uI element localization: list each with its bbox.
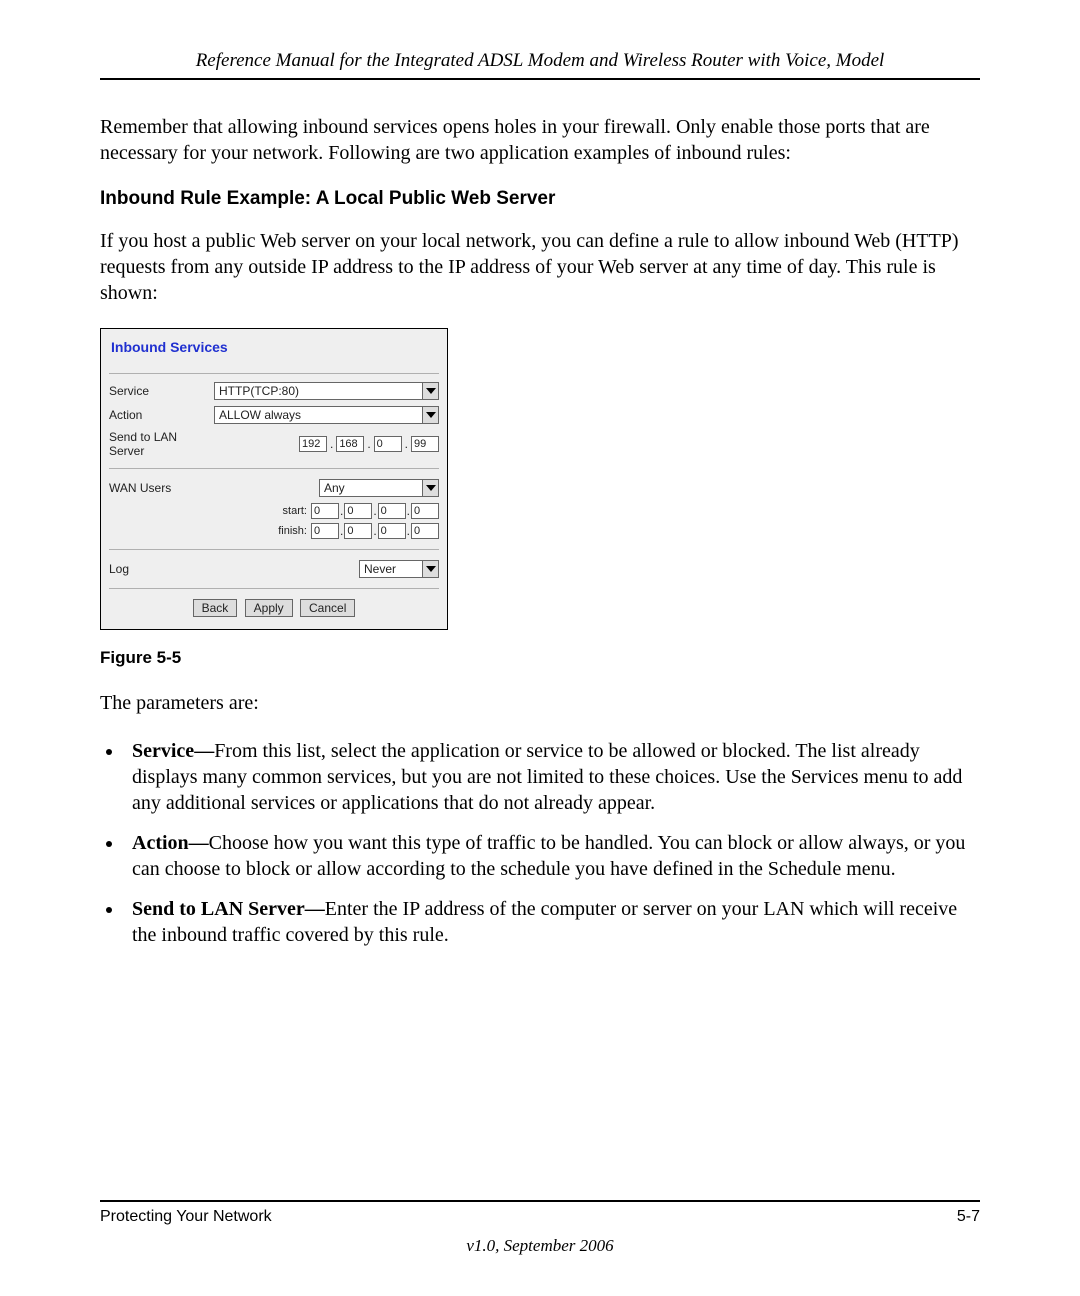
start-ip-octet[interactable]: 0 [378, 503, 406, 519]
figure-caption: Figure 5-5 [100, 648, 980, 668]
separator [109, 549, 439, 550]
finish-ip-octet[interactable]: 0 [411, 523, 439, 539]
page: Reference Manual for the Integrated ADSL… [0, 0, 1080, 1296]
start-label: start: [283, 505, 307, 517]
dot: . [329, 437, 334, 451]
send-to-lan-label: Send to LAN Server [109, 430, 214, 458]
term-service: Service— [132, 740, 214, 762]
chevron-down-icon[interactable] [423, 406, 439, 424]
start-ip-octet[interactable]: 0 [311, 503, 339, 519]
start-ip-octet[interactable]: 0 [344, 503, 372, 519]
footer-rule [100, 1200, 980, 1202]
finish-ip-octet[interactable]: 0 [311, 523, 339, 539]
lan-ip-octet[interactable]: 168 [336, 436, 364, 452]
lan-ip-octet[interactable]: 0 [374, 436, 402, 452]
dot: . [404, 437, 409, 451]
parameters-intro: The parameters are: [100, 690, 980, 716]
list-item: Send to LAN Server—Enter the IP address … [124, 896, 980, 948]
lan-ip-octet[interactable]: 99 [411, 436, 439, 452]
log-select-value: Never [359, 560, 423, 578]
dot: . [366, 437, 371, 451]
lan-ip-group: 192. 168. 0. 99 [299, 436, 439, 452]
start-ip-octet[interactable]: 0 [411, 503, 439, 519]
desc-action: Choose how you want this type of traffic… [132, 832, 965, 880]
action-label: Action [109, 408, 214, 422]
chevron-down-icon[interactable] [423, 382, 439, 400]
wan-finish-row: finish: 0. 0. 0. 0 [109, 523, 439, 539]
send-to-lan-row: Send to LAN Server 192. 168. 0. 99 [109, 430, 439, 458]
wan-users-select[interactable]: Any [319, 479, 439, 497]
service-label: Service [109, 384, 214, 398]
apply-button[interactable]: Apply [245, 599, 293, 617]
finish-label: finish: [278, 525, 307, 537]
inbound-services-panel: Inbound Services Service HTTP(TCP:80) Ac… [100, 328, 448, 630]
example-paragraph: If you host a public Web server on your … [100, 228, 980, 306]
panel-title: Inbound Services [109, 337, 439, 374]
service-row: Service HTTP(TCP:80) [109, 382, 439, 400]
separator [109, 468, 439, 469]
wan-users-row: WAN Users Any [109, 479, 439, 497]
desc-service: From this list, select the application o… [132, 740, 962, 814]
intro-paragraph: Remember that allowing inbound services … [100, 114, 980, 166]
log-select[interactable]: Never [359, 560, 439, 578]
lan-ip-octet[interactable]: 192 [299, 436, 327, 452]
action-select-value: ALLOW always [214, 406, 423, 424]
wan-users-select-value: Any [319, 479, 423, 497]
service-select[interactable]: HTTP(TCP:80) [214, 382, 439, 400]
list-item: Action—Choose how you want this type of … [124, 830, 980, 882]
action-select[interactable]: ALLOW always [214, 406, 439, 424]
term-action: Action— [132, 832, 209, 854]
service-select-value: HTTP(TCP:80) [214, 382, 423, 400]
term-send-lan: Send to LAN Server— [132, 898, 325, 920]
back-button[interactable]: Back [193, 599, 238, 617]
button-row: Back Apply Cancel [109, 599, 439, 617]
cancel-button[interactable]: Cancel [300, 599, 355, 617]
finish-ip-octet[interactable]: 0 [344, 523, 372, 539]
page-header: Reference Manual for the Integrated ADSL… [100, 50, 980, 80]
log-row: Log Never [109, 560, 439, 578]
section-heading: Inbound Rule Example: A Local Public Web… [100, 188, 980, 210]
wan-users-label: WAN Users [109, 481, 214, 495]
separator [109, 588, 439, 589]
footer-page-number: 5-7 [957, 1208, 980, 1226]
chevron-down-icon[interactable] [423, 560, 439, 578]
finish-ip-octet[interactable]: 0 [378, 523, 406, 539]
footer-row: Protecting Your Network 5-7 [100, 1208, 980, 1226]
wan-start-row: start: 0. 0. 0. 0 [109, 503, 439, 519]
page-footer: Protecting Your Network 5-7 v1.0, Septem… [100, 1200, 980, 1256]
list-item: Service—From this list, select the appli… [124, 738, 980, 816]
log-label: Log [109, 562, 214, 576]
footer-left: Protecting Your Network [100, 1208, 272, 1226]
footer-version: v1.0, September 2006 [100, 1236, 980, 1256]
chevron-down-icon[interactable] [423, 479, 439, 497]
parameter-list: Service—From this list, select the appli… [100, 738, 980, 948]
action-row: Action ALLOW always [109, 406, 439, 424]
